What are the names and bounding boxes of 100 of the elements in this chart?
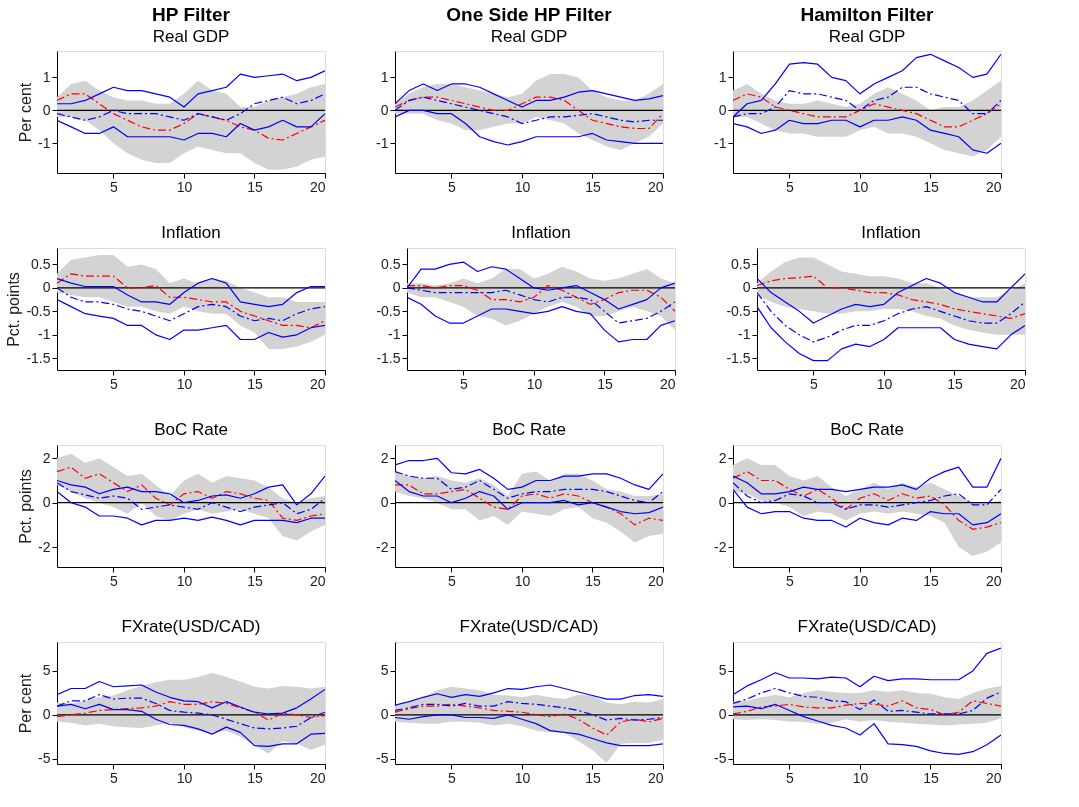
- x-tick-label: 5: [786, 178, 795, 195]
- x-tick-label: 10: [176, 178, 193, 195]
- y-tick-label: 2: [718, 449, 727, 466]
- line-series: [395, 457, 663, 490]
- x-tick-label: 20: [647, 178, 664, 195]
- x-tick-label: 5: [448, 178, 457, 195]
- chart-title: FXrate(USD/CAD): [121, 617, 261, 636]
- x-tick-label: 5: [110, 178, 119, 195]
- y-tick-label: 1: [718, 68, 727, 85]
- x-tick-label: 20: [659, 375, 676, 392]
- x-tick-label: 5: [448, 572, 457, 589]
- x-tick-label: 5: [110, 769, 119, 786]
- x-tick-label: 5: [810, 375, 819, 392]
- chart-title: FXrate(USD/CAD): [797, 617, 937, 636]
- y-axis-title: Pct. points: [17, 469, 35, 544]
- y-tick-label: 0: [742, 279, 751, 296]
- x-tick-label: 5: [110, 375, 119, 392]
- chart-title: Inflation: [861, 223, 921, 242]
- x-tick-label: 20: [985, 769, 1002, 786]
- y-tick-label: 0: [718, 706, 727, 723]
- y-tick-label: -1: [388, 326, 401, 343]
- x-tick-label: 15: [947, 375, 963, 392]
- chart-title: HP Filter: [152, 4, 231, 25]
- y-axis-title: Per cent: [17, 673, 35, 734]
- chart-subtitle: Real GDP: [152, 27, 230, 46]
- y-tick-label: -1.5: [26, 349, 51, 366]
- chart-title: Inflation: [161, 223, 221, 242]
- y-tick-label: -1: [38, 134, 51, 151]
- x-tick-label: 15: [247, 375, 263, 392]
- y-tick-label: 0.5: [381, 255, 401, 272]
- y-tick-label: -1: [376, 134, 389, 151]
- y-tick-label: 0.5: [731, 255, 751, 272]
- y-tick-label: 0: [42, 279, 51, 296]
- line-series: [395, 684, 663, 706]
- chart-title: Inflation: [511, 223, 571, 242]
- line-series: [57, 299, 325, 341]
- x-tick-label: 15: [585, 769, 601, 786]
- y-tick-label: -5: [376, 750, 389, 767]
- x-tick-label: 20: [309, 572, 326, 589]
- x-tick-label: 10: [176, 572, 193, 589]
- y-tick-label: -2: [376, 538, 389, 555]
- y-tick-label: -1.5: [726, 349, 751, 366]
- x-tick-label: 5: [448, 769, 457, 786]
- y-tick-label: -1: [714, 134, 727, 151]
- x-tick-label: 10: [176, 769, 193, 786]
- x-tick-label: 15: [247, 572, 263, 589]
- x-tick-label: 5: [786, 572, 795, 589]
- x-tick-label: 10: [852, 572, 869, 589]
- x-tick-label: 15: [923, 769, 939, 786]
- chart-subtitle: Real GDP: [828, 27, 906, 46]
- chart-title: FXrate(USD/CAD): [459, 617, 599, 636]
- x-tick-label: 20: [647, 572, 664, 589]
- x-tick-label: 20: [1009, 375, 1026, 392]
- x-tick-label: 10: [526, 375, 543, 392]
- y-tick-label: 0: [380, 494, 389, 511]
- y-tick-label: 0.5: [31, 255, 51, 272]
- line-series: [733, 116, 1001, 154]
- chart-title: BoC Rate: [154, 420, 228, 439]
- x-tick-label: 15: [923, 572, 939, 589]
- y-tick-label: -0.5: [376, 302, 401, 319]
- chart-title: One Side HP Filter: [446, 4, 613, 25]
- x-tick-label: 15: [247, 769, 263, 786]
- y-tick-label: -0.5: [26, 302, 51, 319]
- chart-title: BoC Rate: [492, 420, 566, 439]
- chart-title: BoC Rate: [830, 420, 904, 439]
- x-tick-label: 5: [460, 375, 469, 392]
- y-tick-label: -1.5: [376, 349, 401, 366]
- line-series: [757, 306, 1025, 362]
- y-tick-label: 2: [42, 449, 51, 466]
- x-tick-label: 10: [514, 769, 531, 786]
- y-tick-label: -2: [38, 538, 51, 555]
- x-tick-label: 10: [852, 769, 869, 786]
- chart-title: Hamilton Filter: [800, 4, 935, 25]
- x-tick-label: 15: [597, 375, 613, 392]
- y-tick-label: 5: [380, 662, 389, 679]
- y-tick-label: 0: [42, 101, 51, 118]
- line-series: [57, 113, 325, 141]
- x-tick-label: 15: [247, 178, 263, 195]
- y-tick-label: 0: [42, 494, 51, 511]
- x-tick-label: 15: [585, 178, 601, 195]
- x-tick-label: 10: [514, 178, 531, 195]
- line-series: [407, 296, 675, 343]
- y-tick-label: 0: [392, 279, 401, 296]
- x-tick-label: 10: [852, 178, 869, 195]
- y-tick-label: 5: [42, 662, 51, 679]
- x-tick-label: 15: [585, 572, 601, 589]
- y-tick-label: 0: [380, 101, 389, 118]
- y-tick-label: 0: [380, 706, 389, 723]
- x-tick-label: 10: [514, 572, 531, 589]
- x-tick-label: 5: [110, 572, 119, 589]
- chart-subtitle: Real GDP: [490, 27, 568, 46]
- line-series: [757, 291, 1025, 343]
- y-tick-label: 5: [718, 662, 727, 679]
- y-tick-label: -1: [38, 326, 51, 343]
- y-tick-label: -1: [738, 326, 751, 343]
- x-tick-label: 5: [786, 769, 795, 786]
- y-tick-label: 0: [718, 494, 727, 511]
- x-tick-label: 20: [985, 572, 1002, 589]
- y-tick-label: 0: [718, 101, 727, 118]
- x-tick-label: 20: [647, 769, 664, 786]
